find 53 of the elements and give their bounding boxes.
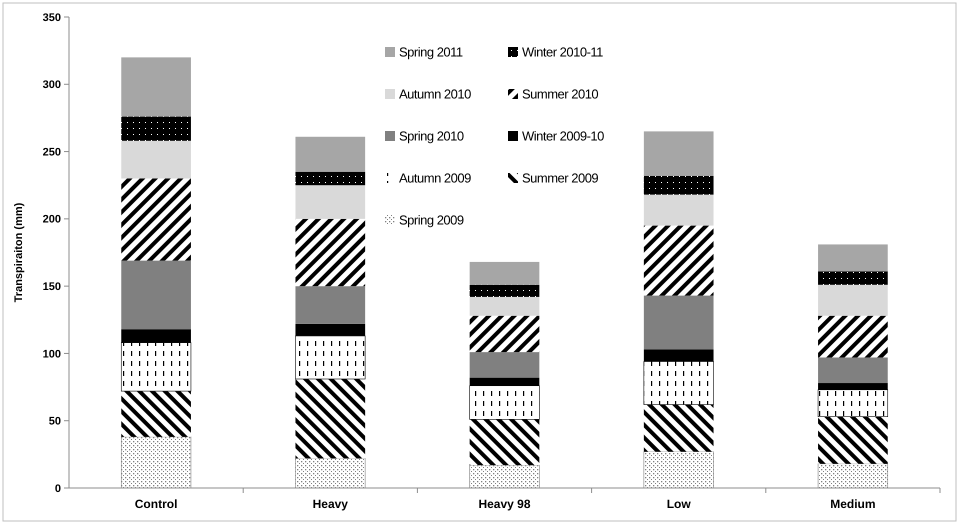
y-tick-label: 0 [54, 482, 61, 495]
bar [818, 316, 888, 358]
bar [470, 296, 540, 316]
bar [644, 226, 714, 296]
legend-label: Autumn 2010 [399, 86, 472, 102]
bar [818, 271, 888, 285]
bar [295, 218, 366, 286]
bar [295, 136, 366, 172]
x-tick-label: Low [666, 497, 692, 511]
bar [295, 172, 366, 186]
bar [644, 296, 714, 350]
bar [818, 416, 888, 464]
bar [470, 262, 540, 285]
y-tick-label: 150 [42, 280, 61, 293]
x-tick-label: Control [134, 497, 178, 511]
x-tick-label: Medium [830, 497, 876, 511]
y-tick-label: 300 [42, 79, 61, 92]
bar [121, 178, 191, 261]
y-tick-label: 200 [42, 214, 61, 226]
legend-label: Autumn 2009 [399, 170, 472, 186]
bar [818, 284, 888, 316]
legend-label: Summer 2010 [522, 86, 598, 102]
bar [121, 140, 191, 178]
bar [470, 419, 540, 466]
y-tick-label: 350 [42, 12, 61, 24]
y-tick-label: 100 [42, 348, 61, 360]
bar [121, 116, 191, 141]
bar [470, 316, 540, 352]
y-tick-label: 250 [42, 146, 61, 158]
bar [121, 57, 191, 117]
bar [295, 286, 366, 324]
bar [470, 284, 540, 297]
x-tick-label: Heavy [312, 497, 348, 511]
legend-label: Winter 2010-11 [522, 44, 604, 60]
y-axis-title: Transpiraiton (mm) [13, 202, 25, 302]
legend-label: Winter 2009-10 [522, 128, 604, 144]
bar [818, 357, 888, 384]
bar [121, 260, 191, 330]
bar [644, 176, 714, 195]
y-tick-label: 50 [48, 416, 61, 428]
bar [121, 391, 191, 437]
bar [644, 404, 714, 452]
bar [295, 378, 366, 458]
bar [295, 185, 366, 219]
bar [644, 194, 714, 226]
legend-label: Spring 2011 [399, 44, 463, 60]
x-tick-label: Heavy 98 [478, 497, 531, 511]
legend-label: Spring 2009 [399, 212, 464, 228]
bar [818, 244, 888, 272]
bar [644, 131, 714, 176]
legend-label: Spring 2010 [399, 128, 464, 144]
bar [470, 352, 540, 378]
legend-label: Summer 2009 [522, 170, 598, 186]
